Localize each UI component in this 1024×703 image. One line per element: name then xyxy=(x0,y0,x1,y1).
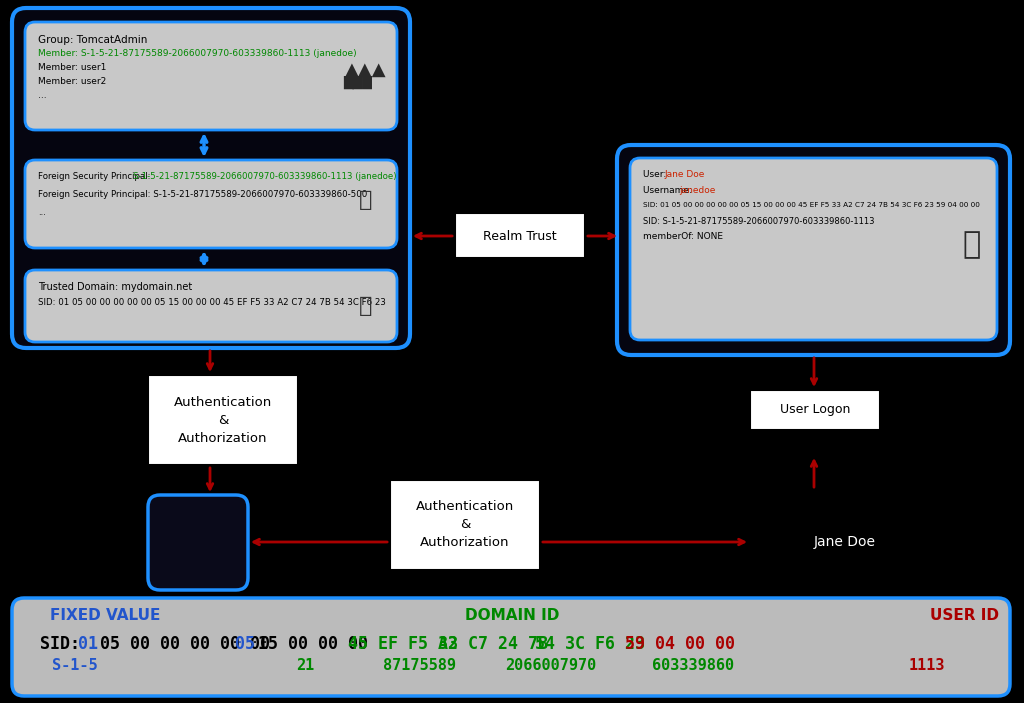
Text: 21: 21 xyxy=(296,658,314,673)
Text: memberOf: NONE: memberOf: NONE xyxy=(643,232,723,241)
FancyBboxPatch shape xyxy=(12,8,410,348)
Text: User Logon: User Logon xyxy=(780,404,850,416)
Text: 15 00 00 00: 15 00 00 00 xyxy=(257,635,378,653)
Bar xyxy=(390,480,540,570)
Text: Foreign Security Principal:: Foreign Security Principal: xyxy=(38,172,154,181)
FancyBboxPatch shape xyxy=(148,495,248,590)
Text: Authentication
&
Authorization: Authentication & Authorization xyxy=(174,396,272,444)
Text: 45 EF F5 33: 45 EF F5 33 xyxy=(347,635,468,653)
Text: FIXED VALUE: FIXED VALUE xyxy=(50,608,161,623)
Text: 2066007970: 2066007970 xyxy=(505,658,597,673)
Text: 01: 01 xyxy=(78,635,108,653)
Text: Foreign Security Principal: S-1-5-21-87175589-2066007970-603339860-500: Foreign Security Principal: S-1-5-21-871… xyxy=(38,190,368,199)
Text: Realm Trust: Realm Trust xyxy=(483,229,557,243)
Text: 👤: 👤 xyxy=(963,231,981,259)
Text: 59 04 00 00: 59 04 00 00 xyxy=(625,635,735,653)
Text: Trusted Domain: mydomain.net: Trusted Domain: mydomain.net xyxy=(38,282,193,292)
Text: Member: user2: Member: user2 xyxy=(38,77,106,86)
Text: 05 00 00 00 00 00: 05 00 00 00 00 00 xyxy=(100,635,280,653)
FancyBboxPatch shape xyxy=(25,160,397,248)
FancyBboxPatch shape xyxy=(25,270,397,342)
Text: 05: 05 xyxy=(234,635,265,653)
FancyBboxPatch shape xyxy=(630,158,997,340)
Text: DOMAIN ID: DOMAIN ID xyxy=(465,608,559,623)
Text: janedoe: janedoe xyxy=(679,186,715,195)
Text: ...: ... xyxy=(38,208,46,217)
Text: SID: 01 05 00 00 00 00 00 05 15 00 00 00 45 EF F5 33 A2 C7 24 7B 54 3C F6 23: SID: 01 05 00 00 00 00 00 05 15 00 00 00… xyxy=(38,298,386,307)
Text: SID:: SID: xyxy=(40,635,90,653)
Text: Jane Doe: Jane Doe xyxy=(665,170,705,179)
FancyBboxPatch shape xyxy=(25,22,397,130)
Text: Member: S-1-5-21-87175589-2066007970-603339860-1113 (janedoe): Member: S-1-5-21-87175589-2066007970-603… xyxy=(38,49,356,58)
Text: SID: 01 05 00 00 00 00 00 05 15 00 00 00 45 EF F5 33 A2 C7 24 7B 54 3C F6 23 59 : SID: 01 05 00 00 00 00 00 05 15 00 00 00… xyxy=(643,202,980,208)
Bar xyxy=(148,375,298,465)
Text: 🔑: 🔑 xyxy=(359,190,373,210)
Text: User:: User: xyxy=(643,170,669,179)
Text: 54 3C F6 23: 54 3C F6 23 xyxy=(535,635,655,653)
Text: USER ID: USER ID xyxy=(931,608,999,623)
Text: Username:: Username: xyxy=(643,186,694,195)
Text: 1113: 1113 xyxy=(908,658,945,673)
Text: 87175589: 87175589 xyxy=(383,658,457,673)
Text: S-1-5-21-87175589-2066007970-603339860-1113 (janedoe): S-1-5-21-87175589-2066007970-603339860-1… xyxy=(133,172,397,181)
FancyBboxPatch shape xyxy=(12,598,1010,696)
Bar xyxy=(750,390,880,430)
Bar xyxy=(455,213,585,258)
Text: SID: S-1-5-21-87175589-2066007970-603339860-1113: SID: S-1-5-21-87175589-2066007970-603339… xyxy=(643,217,874,226)
Text: Member: user1: Member: user1 xyxy=(38,63,106,72)
Text: A2 C7 24 7B: A2 C7 24 7B xyxy=(437,635,567,653)
Text: Group: TomcatAdmin: Group: TomcatAdmin xyxy=(38,35,147,45)
Text: Authentication
&
Authorization: Authentication & Authorization xyxy=(416,501,514,550)
Text: ...: ... xyxy=(38,91,47,100)
Text: S-1-5: S-1-5 xyxy=(52,658,97,673)
Text: ███: ███ xyxy=(344,75,373,89)
Text: Jane Doe: Jane Doe xyxy=(814,535,876,549)
Text: 🤝: 🤝 xyxy=(359,296,373,316)
FancyBboxPatch shape xyxy=(617,145,1010,355)
Text: 603339860: 603339860 xyxy=(652,658,734,673)
Text: ▲▲▲: ▲▲▲ xyxy=(345,61,387,79)
